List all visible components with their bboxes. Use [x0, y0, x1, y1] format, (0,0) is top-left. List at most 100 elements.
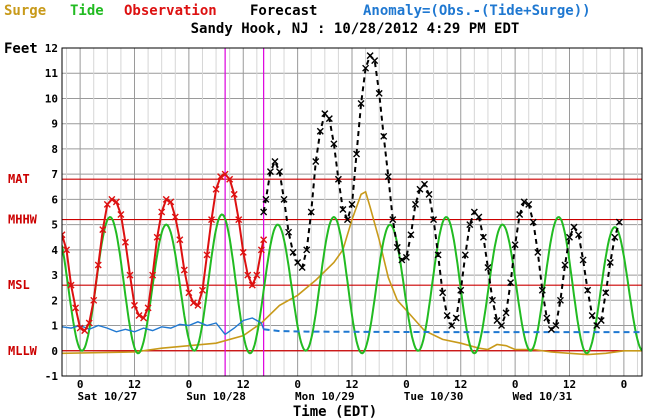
observation-line — [62, 172, 265, 332]
plot-frame — [61, 47, 643, 377]
forecast-point — [362, 64, 370, 72]
forecast-point — [276, 168, 283, 176]
forecast-point — [430, 216, 438, 224]
observation-point — [167, 198, 175, 206]
y-tick-label: 11 — [45, 67, 59, 80]
legend-tide: Tide — [70, 3, 104, 19]
observation-point — [185, 289, 193, 297]
forecast-point — [285, 228, 293, 236]
forecast-point — [353, 150, 361, 158]
forecast-point — [516, 211, 524, 219]
series-clip — [62, 52, 642, 356]
forecast-point — [398, 256, 406, 264]
forecast-point — [289, 248, 297, 256]
forecast-point — [298, 264, 306, 272]
forecast-point — [520, 198, 528, 206]
x-tick-label: 12 — [563, 378, 576, 391]
forecast-point — [375, 89, 383, 97]
forecast-point — [271, 158, 279, 166]
observation-point — [135, 311, 143, 319]
forecast-point — [266, 168, 274, 176]
observation-point — [99, 226, 107, 234]
forecast-point — [330, 140, 338, 148]
observation-point — [81, 327, 89, 335]
forecast-point — [393, 243, 401, 251]
forecast-point — [380, 132, 388, 140]
observation-point — [158, 208, 166, 216]
forecast-point — [566, 233, 573, 241]
observation-point — [140, 314, 148, 322]
y-axis-label: Feet — [4, 41, 38, 57]
x-tick-label: 0 — [186, 378, 193, 391]
observation-point — [90, 296, 98, 304]
observation-point — [194, 301, 202, 309]
anomaly-forecast-line — [263, 328, 642, 334]
y-tick-label: 2 — [51, 294, 58, 307]
forecast-point — [307, 208, 315, 216]
forecast-point — [597, 316, 605, 324]
chart-title: Sandy Hook, NJ : 10/28/2012 4:29 PM EDT — [191, 21, 520, 37]
observation-point — [180, 266, 188, 274]
day-label: Wed 10/31 — [513, 390, 573, 403]
forecast-point — [407, 231, 415, 239]
series-layer — [62, 52, 642, 356]
observation-point — [108, 195, 116, 203]
x-tick-label: 0 — [512, 378, 519, 391]
forecast-point — [262, 195, 270, 203]
observation-point — [230, 190, 238, 198]
forecast-point — [588, 311, 596, 319]
forecast-point — [529, 218, 537, 226]
forecast-point — [461, 251, 469, 259]
forecast-point — [439, 289, 447, 297]
observation-point — [144, 304, 152, 312]
forecast-point — [484, 264, 492, 272]
x-tick-label: 0 — [621, 378, 628, 391]
forecast-point — [561, 261, 569, 269]
observation-point — [112, 198, 120, 206]
forecast-point — [421, 180, 428, 188]
observation-point — [153, 233, 161, 241]
forecast-point — [602, 289, 610, 297]
y-tick-label: 4 — [51, 244, 58, 257]
forecast-point — [343, 216, 351, 224]
observation-point — [189, 299, 197, 307]
forecast-point — [316, 127, 324, 135]
forecast-point — [475, 213, 483, 221]
observation-point — [235, 216, 243, 224]
forecast-point — [325, 115, 333, 123]
observation-point — [248, 281, 256, 289]
observation-point — [226, 175, 234, 183]
forecast-point — [260, 208, 268, 216]
observation-point — [67, 281, 75, 289]
y-tick-label: 0 — [51, 345, 58, 358]
forecast-point — [498, 322, 506, 330]
y-tick-label: 6 — [51, 193, 58, 206]
forecast-point — [411, 200, 419, 208]
observation-point — [203, 251, 211, 259]
observation-point — [62, 231, 66, 239]
forecast-point — [452, 314, 460, 322]
observation-point — [260, 236, 268, 244]
forecast-point — [538, 286, 546, 294]
forecast-point — [611, 233, 619, 241]
observation-point — [126, 271, 134, 279]
forecast-point — [525, 200, 533, 208]
legend-forecast: Forecast — [250, 3, 317, 19]
y-tick-label: 1 — [51, 320, 58, 333]
x-tick-label: 0 — [403, 378, 410, 391]
forecast-point — [534, 248, 542, 256]
y-tick-label: 10 — [45, 92, 58, 105]
forecast-point — [334, 175, 342, 183]
forecast-point — [606, 258, 614, 266]
observation-point — [76, 324, 84, 332]
forecast-point — [457, 286, 465, 294]
y-tick-label: 9 — [51, 118, 58, 131]
forecast-point — [502, 309, 510, 317]
observation-point — [239, 248, 247, 256]
observation-point — [212, 185, 220, 193]
x-axis-label: Time (EDT) — [293, 404, 377, 420]
ref-label-msl: MSL — [8, 278, 30, 292]
forecast-point — [488, 296, 496, 304]
forecast-point — [615, 218, 623, 226]
